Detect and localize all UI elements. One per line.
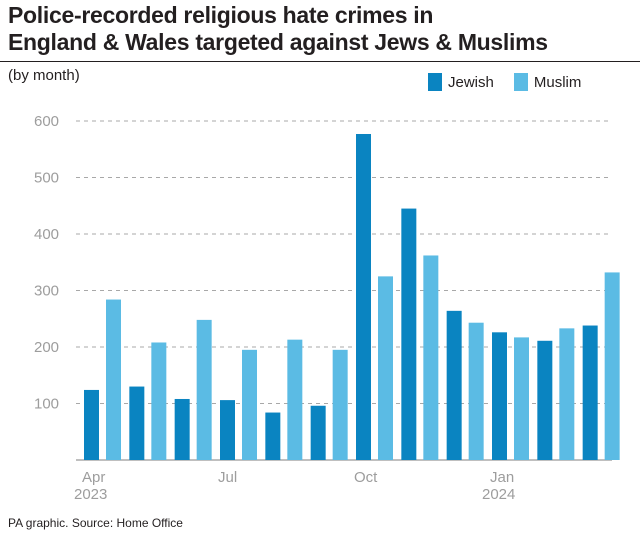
bar-jewish bbox=[537, 340, 553, 460]
bar-jewish bbox=[401, 208, 417, 460]
y-tick-label: 100 bbox=[34, 396, 59, 413]
bar-muslim bbox=[514, 337, 529, 460]
bar-jewish bbox=[129, 386, 145, 460]
title-line-2: England & Wales targeted against Jews & … bbox=[8, 29, 548, 55]
bar-muslim bbox=[423, 255, 439, 460]
legend-label-jewish: Jewish bbox=[448, 73, 494, 91]
bar-muslim bbox=[242, 349, 257, 460]
bar-jewish bbox=[356, 133, 371, 460]
x-tick-label-year: 2023 bbox=[74, 486, 107, 503]
x-tick-label-year: 2024 bbox=[482, 486, 515, 503]
legend-item-muslim: Muslim bbox=[513, 73, 582, 91]
chart-legend: Jewish Muslim bbox=[428, 73, 601, 91]
bar-jewish bbox=[310, 405, 326, 460]
chart-title: Police-recorded religious hate crimes in… bbox=[8, 2, 548, 56]
y-tick-label: 200 bbox=[34, 339, 59, 356]
title-line-1: Police-recorded religious hate crimes in bbox=[8, 2, 434, 28]
bar-jewish bbox=[265, 412, 281, 460]
bar-jewish bbox=[84, 389, 99, 460]
bar-muslim bbox=[106, 299, 121, 460]
legend-label-muslim: Muslim bbox=[533, 73, 582, 91]
y-tick-label: 400 bbox=[34, 226, 59, 243]
x-tick-label: Apr bbox=[82, 469, 105, 486]
legend-swatch-jewish bbox=[428, 73, 442, 91]
x-tick-label: Jan bbox=[490, 469, 514, 486]
y-tick-label: 500 bbox=[34, 170, 59, 187]
bar-jewish bbox=[446, 310, 462, 460]
y-tick-label: 300 bbox=[34, 283, 59, 300]
chart-subtitle: (by month) bbox=[8, 67, 80, 84]
bar-jewish bbox=[174, 398, 190, 460]
bar-jewish bbox=[220, 400, 235, 460]
bar-jewish bbox=[582, 325, 598, 460]
legend-item-jewish: Jewish bbox=[428, 73, 494, 91]
y-tick-label: 600 bbox=[34, 113, 59, 130]
bar-muslim bbox=[287, 339, 303, 460]
title-divider bbox=[0, 61, 640, 62]
source-note: PA graphic. Source: Home Office bbox=[8, 516, 183, 530]
x-tick-label: Oct bbox=[354, 469, 378, 486]
bar-muslim bbox=[468, 322, 484, 460]
bar-muslim bbox=[559, 328, 575, 460]
bar-muslim bbox=[604, 272, 620, 460]
x-tick-label: Jul bbox=[218, 469, 237, 486]
bar-muslim bbox=[332, 349, 348, 460]
bar-muslim bbox=[151, 342, 167, 460]
bar-muslim bbox=[196, 319, 212, 460]
bar-muslim bbox=[378, 276, 393, 460]
legend-swatch-muslim bbox=[513, 73, 528, 91]
bar-jewish bbox=[492, 332, 507, 460]
